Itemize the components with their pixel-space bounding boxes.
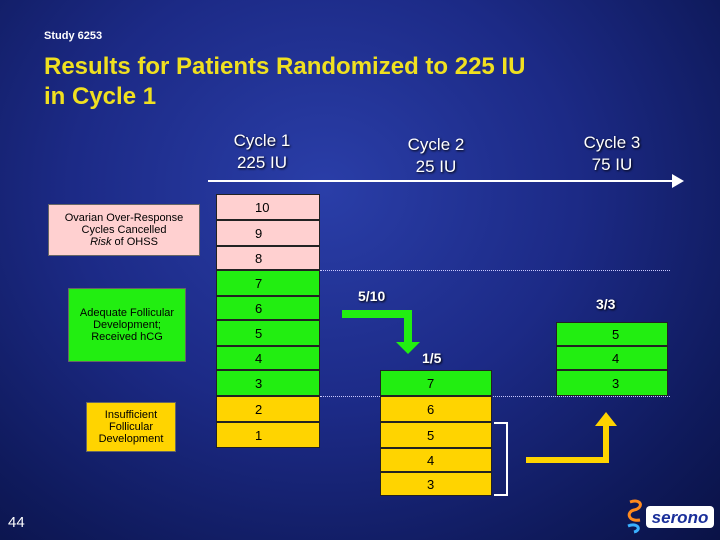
label-insufficient-text: Insufficient Follicular Development: [98, 409, 164, 445]
cycle2-bracket: [494, 422, 508, 496]
column-header-cycle-1: Cycle 1 225 IU: [214, 130, 310, 174]
study-label: Study 6253: [44, 30, 103, 42]
cycle2-fraction: 1/5: [422, 350, 442, 366]
cycle2-cell-6: 6: [380, 396, 492, 422]
cycle3-transition-arrow-icon: [526, 412, 617, 463]
cycle2-transition-arrow-icon: [342, 310, 420, 354]
column-header-cycle-3: Cycle 3 75 IU: [564, 132, 660, 176]
cycle3-count: 3/3: [596, 296, 616, 312]
cycle-3-dose: 75 IU: [591, 155, 633, 174]
page-number: 44: [8, 514, 25, 531]
label-insufficient: Insufficient Follicular Development: [86, 402, 176, 452]
cycle-2-name: Cycle 2: [407, 135, 465, 154]
label-adequate: Adequate Follicular Development; Receive…: [68, 288, 186, 362]
cycle1-cell-10: 10: [216, 194, 320, 220]
cycle3-cell-5: 5: [556, 322, 668, 346]
cycle1-cell-3: 3: [216, 370, 320, 396]
cycle1-cell-6: 6: [216, 296, 320, 320]
logo-text: serono: [652, 508, 709, 527]
cycle2-cell-7: 7: [380, 370, 492, 396]
cycle1-cell-1: 1: [216, 422, 320, 448]
cycle-2-dose: 25 IU: [415, 157, 457, 176]
label-adequate-text: Adequate Follicular Development; Receive…: [79, 307, 175, 343]
cycle3-cell-3: 3: [556, 370, 668, 396]
title-line-1: Results for Patients Randomized to 225 I…: [44, 53, 526, 80]
column-header-cycle-2: Cycle 2 25 IU: [388, 134, 484, 178]
label-ohss: Ovarian Over-Response Cycles Cancelled R…: [48, 204, 200, 256]
cycle3-cell-4: 4: [556, 346, 668, 370]
cycle-1-dose: 225 IU: [236, 153, 288, 172]
cycle1-cell-2: 2: [216, 396, 320, 422]
cycle1-cell-4: 4: [216, 346, 320, 370]
cycle-1-name: Cycle 1: [233, 131, 291, 150]
label-ohss-risk-word: Risk: [90, 236, 112, 248]
cycle2-cell-3: 3: [380, 472, 492, 496]
cycle1-cell-5: 5: [216, 320, 320, 346]
insufficient-separator: [320, 396, 670, 397]
cycle1-cell-9: 9: [216, 220, 320, 246]
title-line-2: in Cycle 1: [44, 83, 157, 110]
serono-logo-icon: serono: [627, 499, 714, 534]
serono-logo: serono: [624, 496, 716, 534]
label-ohss-text: Ovarian Over-Response Cycles Cancelled: [64, 212, 184, 236]
cycle2-count: 5/10: [358, 288, 386, 304]
timeline-arrowhead-icon: [672, 174, 684, 188]
label-ohss-risk-tail: of OHSS: [111, 236, 158, 248]
label-ohss-risk: Risk of OHSS: [90, 236, 158, 248]
cycle1-cell-8: 8: [216, 246, 320, 270]
cycle2-cell-5: 5: [380, 422, 492, 448]
cycle2-cell-4: 4: [380, 448, 492, 472]
cycle-3-name: Cycle 3: [583, 133, 641, 152]
ohss-separator: [320, 270, 670, 271]
timeline-line: [208, 180, 678, 182]
cycle1-cell-7: 7: [216, 270, 320, 296]
slide-title: Results for Patients Randomized to 225 I…: [44, 52, 684, 112]
